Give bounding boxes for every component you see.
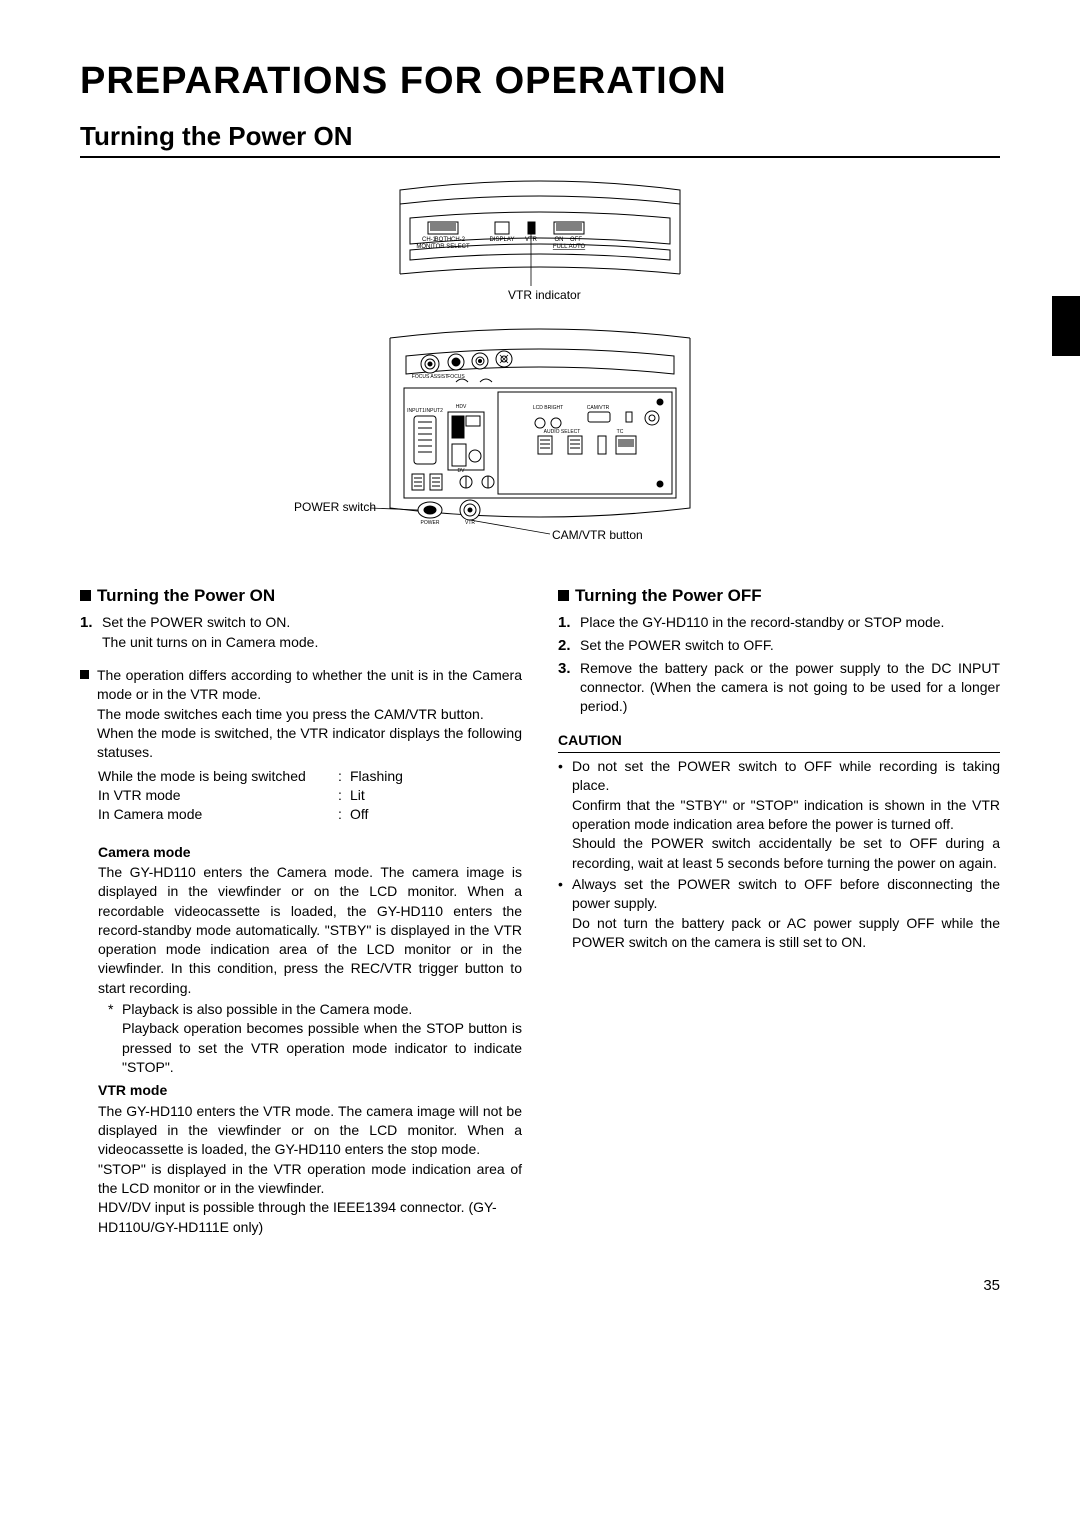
svg-text:OFF: OFF	[570, 237, 582, 243]
vtr-mode-body-a: The GY-HD110 enters the VTR mode. The ca…	[98, 1102, 522, 1160]
status-l1: While the mode is being switched	[98, 767, 338, 786]
svg-text:DISPLAY: DISPLAY	[490, 237, 515, 243]
status-r3: Off	[350, 805, 522, 824]
right-heading-text: Turning the Power OFF	[575, 586, 762, 605]
camera-note-b: Playback operation becomes possible when…	[122, 1019, 522, 1077]
svg-text:FULL AUTO: FULL AUTO	[553, 244, 586, 250]
device-diagram: CH-1BOTHCH-2 MONITOR SELECT DISPLAY VTR …	[80, 178, 1000, 548]
svg-text:LCD BRIGHT: LCD BRIGHT	[533, 405, 563, 411]
diagram-svg: CH-1BOTHCH-2 MONITOR SELECT DISPLAY VTR …	[330, 178, 750, 548]
caution-item-1: • Do not set the POWER switch to OFF whi…	[558, 757, 1000, 873]
r-step3: Remove the battery pack or the power sup…	[580, 659, 1000, 717]
r-step1: Place the GY-HD110 in the record-standby…	[580, 613, 1000, 634]
step1-line-b: The unit turns on in Camera mode.	[102, 633, 522, 652]
bullet-line-b: The mode switches each time you press th…	[97, 705, 522, 724]
power-switch-label: POWER switch	[294, 500, 376, 514]
svg-text:FOCUS: FOCUS	[447, 374, 465, 380]
camera-mode-block: Camera mode The GY-HD110 enters the Came…	[98, 843, 522, 1078]
right-step-1: 1. Place the GY-HD110 in the record-stan…	[558, 613, 1000, 634]
right-subhead: Turning the Power OFF	[558, 584, 1000, 607]
page-number: 35	[80, 1277, 1000, 1294]
main-title: PREPARATIONS FOR OPERATION	[80, 60, 1000, 103]
step-number-2: 2.	[558, 636, 580, 657]
camera-note: * Playback is also possible in the Camer…	[108, 1000, 522, 1077]
svg-text:TC: TC	[617, 429, 624, 435]
status-l3: In Camera mode	[98, 805, 338, 824]
status-r1: Flashing	[350, 767, 522, 786]
camera-note-a: Playback is also possible in the Camera …	[122, 1000, 522, 1019]
camera-mode-title: Camera mode	[98, 843, 522, 862]
bullet-line-a: The operation differs according to wheth…	[97, 666, 522, 705]
svg-text:INPUT2: INPUT2	[425, 408, 443, 414]
caution-heading: CAUTION	[558, 731, 1000, 753]
step-number-1: 1.	[558, 613, 580, 634]
c2a: Always set the POWER switch to OFF befor…	[572, 875, 1000, 914]
cam-vtr-button-label: CAM/VTR button	[552, 528, 643, 542]
left-subhead: Turning the Power ON	[80, 584, 522, 607]
vtr-indicator-label: VTR indicator	[508, 288, 581, 302]
c1a: Do not set the POWER switch to OFF while…	[572, 757, 1000, 796]
svg-text:AUDIO SELECT: AUDIO SELECT	[544, 429, 581, 435]
svg-text:HDV: HDV	[456, 404, 467, 410]
svg-text:ON: ON	[555, 237, 564, 243]
left-bullet-block: The operation differs according to wheth…	[80, 666, 522, 763]
bullet-line-c: When the mode is switched, the VTR indic…	[97, 724, 522, 763]
section-title: Turning the Power ON	[80, 121, 1000, 158]
step1-line-a: Set the POWER switch to ON.	[102, 613, 522, 632]
c1c: Should the POWER switch accidentally be …	[572, 834, 1000, 873]
svg-text:CH-2: CH-2	[451, 237, 466, 243]
svg-text:MONITOR SELECT: MONITOR SELECT	[416, 244, 470, 250]
c2b: Do not turn the battery pack or AC power…	[572, 914, 1000, 953]
right-step-2: 2. Set the POWER switch to OFF.	[558, 636, 1000, 657]
camera-mode-body: The GY-HD110 enters the Camera mode. The…	[98, 863, 522, 998]
vtr-mode-title: VTR mode	[98, 1081, 522, 1100]
left-step-1: 1. Set the POWER switch to ON. The unit …	[80, 613, 522, 652]
left-heading-text: Turning the Power ON	[97, 586, 275, 605]
vtr-mode-body-c: HDV/DV input is possible through the IEE…	[98, 1198, 522, 1237]
vtr-mode-body-b: "STOP" is displayed in the VTR operation…	[98, 1160, 522, 1199]
svg-text:INPUT1: INPUT1	[407, 408, 425, 414]
caution-item-2: • Always set the POWER switch to OFF bef…	[558, 875, 1000, 952]
svg-text:BOTH: BOTH	[435, 237, 452, 243]
svg-text:DV: DV	[458, 468, 466, 474]
c1b: Confirm that the "STBY" or "STOP" indica…	[572, 796, 1000, 835]
status-r2: Lit	[350, 786, 522, 805]
vtr-mode-block: VTR mode The GY-HD110 enters the VTR mod…	[98, 1081, 522, 1237]
svg-text:FOCUS ASSIST: FOCUS ASSIST	[412, 374, 448, 380]
page-edge-tab	[1052, 296, 1080, 356]
svg-text:CAM/VTR: CAM/VTR	[587, 405, 610, 411]
status-table: While the mode is being switched:Flashin…	[98, 767, 522, 825]
r-step2: Set the POWER switch to OFF.	[580, 636, 1000, 657]
status-l2: In VTR mode	[98, 786, 338, 805]
content-columns: Turning the Power ON 1. Set the POWER sw…	[80, 584, 1000, 1237]
step-number: 1.	[80, 613, 102, 652]
right-column: Turning the Power OFF 1. Place the GY-HD…	[558, 584, 1000, 1237]
svg-text:VTR: VTR	[465, 520, 475, 526]
right-step-3: 3. Remove the battery pack or the power …	[558, 659, 1000, 717]
step-number-3: 3.	[558, 659, 580, 717]
svg-text:POWER: POWER	[421, 520, 440, 526]
left-column: Turning the Power ON 1. Set the POWER sw…	[80, 584, 522, 1237]
